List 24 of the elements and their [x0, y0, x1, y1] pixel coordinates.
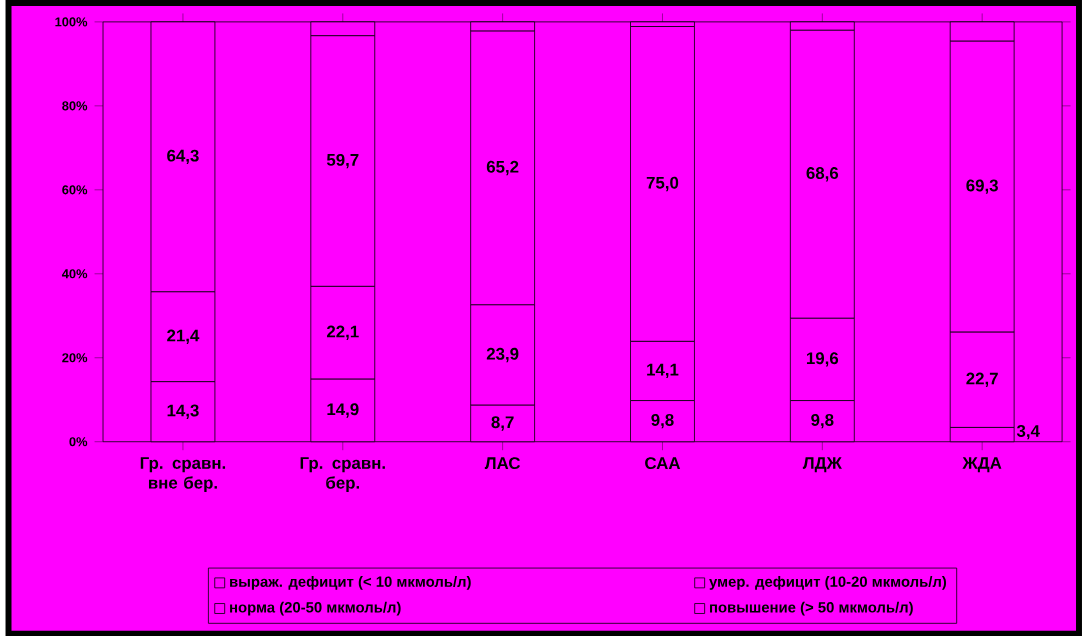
data-label: 19,6 — [806, 351, 839, 367]
data-label: 22,1 — [326, 325, 359, 340]
data-label: 9,8 — [811, 413, 834, 428]
x-tick-label: Гр. сравн. бер. — [300, 456, 385, 492]
data-label: 64,3 — [167, 149, 199, 164]
data-label: 8,7 — [491, 415, 514, 431]
data-label: 21,4 — [167, 329, 200, 344]
x-tick-label: Гр. сравн. вне бер. — [140, 456, 226, 492]
data-label: 9,8 — [651, 413, 674, 428]
data-label: 68,6 — [806, 166, 839, 182]
data-label: 22,7 — [966, 372, 998, 387]
data-label: 23,9 — [486, 347, 519, 362]
data-label: 14,3 — [167, 404, 199, 419]
x-tick-label: ЛАС — [484, 456, 521, 469]
data-label: 59,7 — [326, 153, 359, 168]
x-tick-label: ЛДЖ — [802, 456, 842, 472]
data-label: 65,2 — [486, 160, 519, 175]
x-tick-label: САА — [645, 456, 681, 469]
x-tick-label: ЖДА — [962, 456, 1002, 472]
data-label: 3,4 — [1016, 424, 1040, 439]
data-label: 75,0 — [646, 176, 679, 191]
data-label: 14,9 — [327, 402, 359, 418]
data-label: 69,3 — [966, 179, 998, 194]
data-label: 14,1 — [647, 363, 679, 378]
